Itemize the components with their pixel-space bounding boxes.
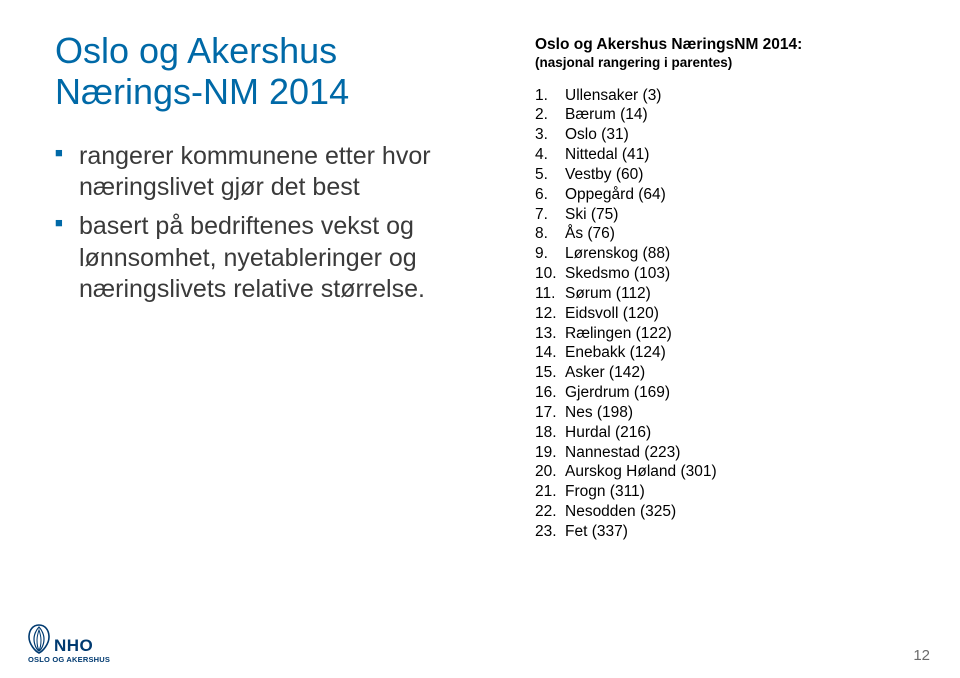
ranking-item: Aurskog Høland (301) <box>535 462 910 482</box>
ranking-item: Nannestad (223) <box>535 443 910 463</box>
logo-icon <box>28 624 50 654</box>
ranking-item: Asker (142) <box>535 363 910 383</box>
ranking-item: Skedsmo (103) <box>535 264 910 284</box>
ranking-item: Frogn (311) <box>535 482 910 502</box>
ranking-item: Ullensaker (3) <box>535 86 910 106</box>
logo-text: NHO <box>54 637 93 654</box>
ranking-item: Sørum (112) <box>535 284 910 304</box>
ranking-item: Nesodden (325) <box>535 502 910 522</box>
ranking-item: Oslo (31) <box>535 125 910 145</box>
ranking-subheading: (nasjonal rangering i parentes) <box>535 55 910 70</box>
ranking-item: Vestby (60) <box>535 165 910 185</box>
ranking-item: Lørenskog (88) <box>535 244 910 264</box>
ranking-item: Enebakk (124) <box>535 343 910 363</box>
ranking-item: Fet (337) <box>535 522 910 542</box>
ranking-item: Hurdal (216) <box>535 423 910 443</box>
ranking-item: Eidsvoll (120) <box>535 304 910 324</box>
ranking-item: Nes (198) <box>535 403 910 423</box>
ranking-item: Nittedal (41) <box>535 145 910 165</box>
ranking-item: Rælingen (122) <box>535 324 910 344</box>
ranking-item: Bærum (14) <box>535 105 910 125</box>
ranking-heading: Oslo og Akershus NæringsNM 2014: <box>535 36 910 55</box>
ranking-item: Gjerdrum (169) <box>535 383 910 403</box>
page-number: 12 <box>913 647 930 664</box>
ranking-item: Ås (76) <box>535 224 910 244</box>
bullet-item: rangerer kommunene etter hvor næringsliv… <box>55 141 495 204</box>
logo: NHO OSLO OG AKERSHUS <box>28 624 110 664</box>
ranking-list: Ullensaker (3) Bærum (14) Oslo (31) Nitt… <box>535 86 910 542</box>
bullet-list: rangerer kommunene etter hvor næringsliv… <box>55 141 495 305</box>
logo-subtext: OSLO OG AKERSHUS <box>28 655 110 664</box>
slide-title: Oslo og AkershusNærings-NM 2014 <box>55 30 495 113</box>
ranking-item: Oppegård (64) <box>535 185 910 205</box>
bullet-item: basert på bedriftenes vekst og lønnsomhe… <box>55 211 495 305</box>
ranking-item: Ski (75) <box>535 205 910 225</box>
